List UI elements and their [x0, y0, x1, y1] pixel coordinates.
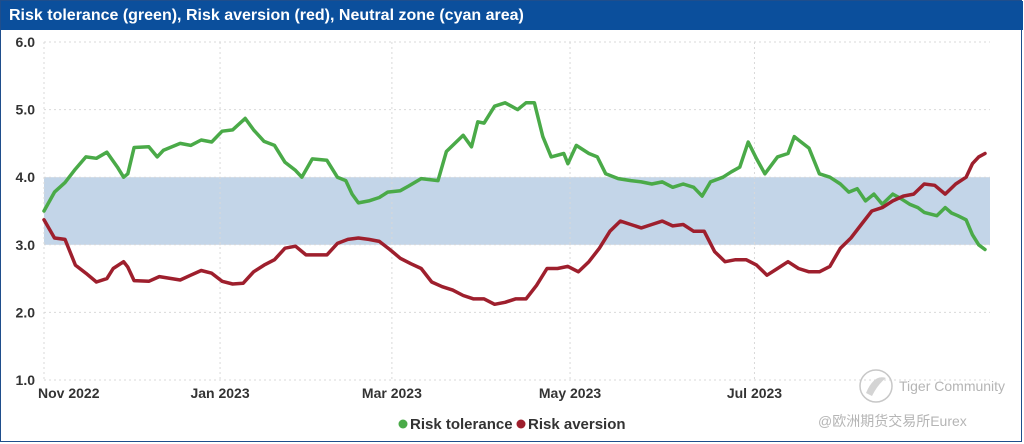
series-line-risk-tolerance: [42, 101, 987, 252]
x-tick-label: Jul 2023: [727, 385, 782, 401]
y-tick-label: 2.0: [16, 304, 36, 320]
legend: Risk tolerance Risk aversion: [398, 416, 626, 433]
series-line-risk-aversion: [42, 151, 987, 307]
x-tick-label: May 2023: [539, 385, 601, 401]
legend-marker-risk-aversion: [516, 419, 526, 429]
watermark: Tiger Community @欧洲期货交易所Eurex: [818, 369, 1005, 429]
y-tick-label: 3.0: [16, 237, 36, 253]
y-tick-labels: 1.0 2.0 3.0 4.0 5.0 6.0: [16, 34, 36, 388]
grid-layer: [43, 41, 990, 381]
legend-marker-risk-tolerance: [398, 419, 408, 429]
y-tick-label: 1.0: [16, 372, 36, 388]
neutral-zone-band: [44, 177, 990, 245]
y-tick-label: 4.0: [16, 169, 36, 185]
neutral-zone-layer: [44, 177, 990, 245]
y-tick-label: 6.0: [16, 34, 36, 50]
x-tick-label: Jan 2023: [190, 385, 249, 401]
x-tick-label: Mar 2023: [362, 385, 422, 401]
legend-label-risk-tolerance: Risk tolerance: [410, 416, 513, 433]
x-tick-label: Nov 2022: [38, 385, 100, 401]
legend-label-risk-aversion: Risk aversion: [528, 416, 626, 433]
series-layer: [42, 101, 987, 307]
x-tick-labels: Nov 2022 Jan 2023 Mar 2023 May 2023 Jul 2023: [38, 385, 782, 401]
y-tick-label: 5.0: [16, 102, 36, 118]
chart-title: Risk tolerance (green), Risk aversion (r…: [1, 1, 1023, 30]
watermark-brand: Tiger Community: [899, 378, 1005, 394]
watermark-credit: @欧洲期货交易所Eurex: [818, 413, 967, 429]
